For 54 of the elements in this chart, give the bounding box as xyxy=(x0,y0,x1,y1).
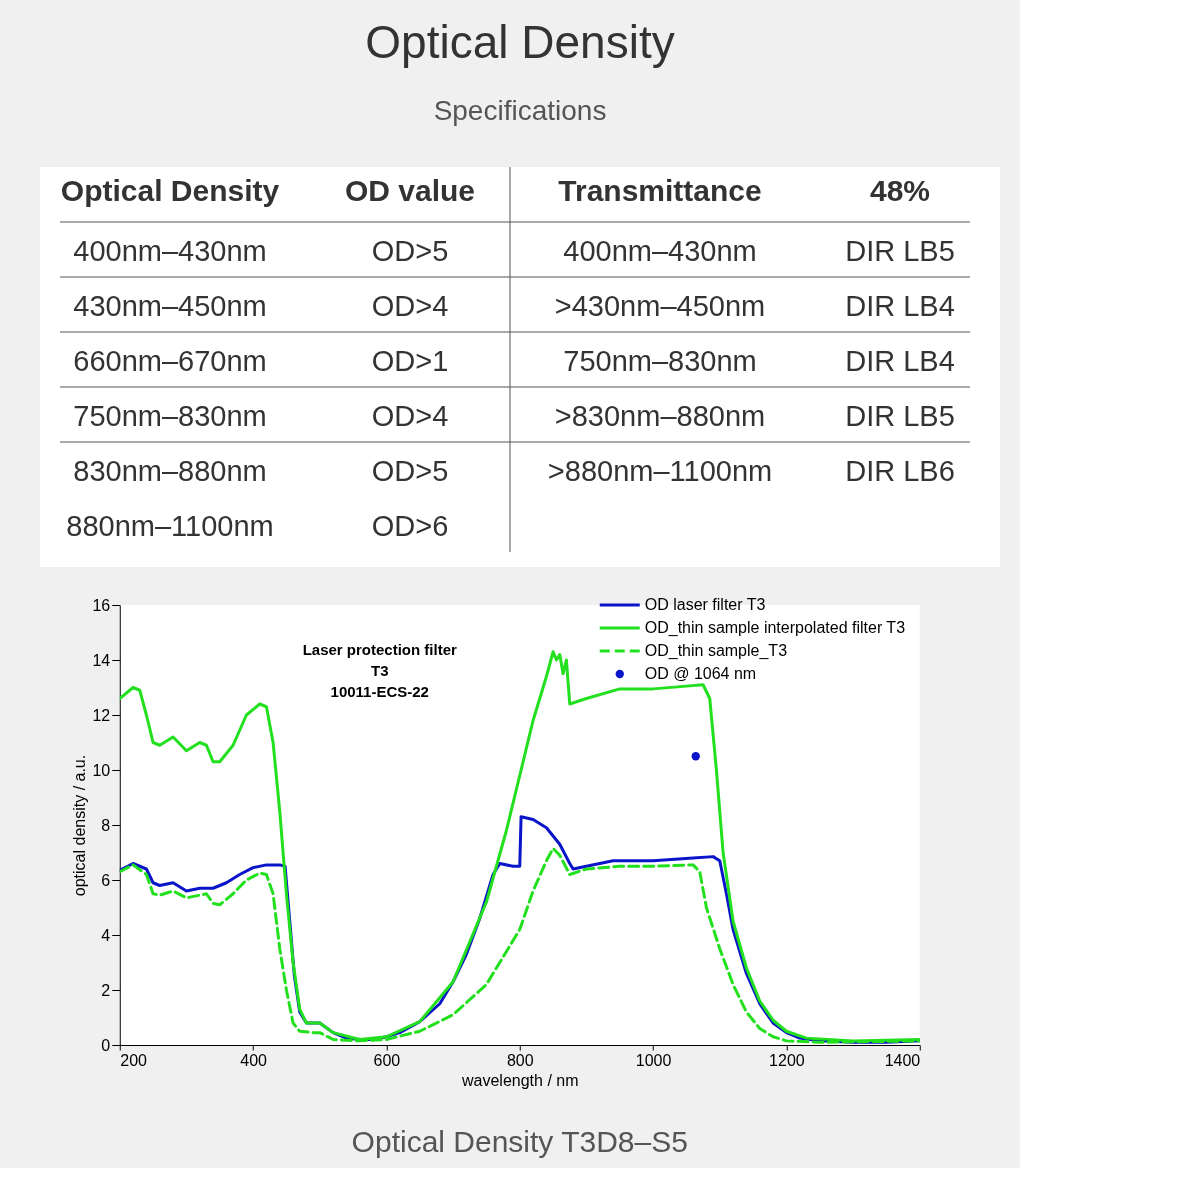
annotation: T3 xyxy=(370,662,389,679)
y-tick-label: 6 xyxy=(101,871,111,889)
legend-label: OD @ 1064 nm xyxy=(644,665,757,682)
text: OD>4 xyxy=(371,290,449,322)
text: OD>4 xyxy=(371,400,449,432)
text: DIR LB6 xyxy=(845,455,955,487)
text: 400nm–430nm xyxy=(563,235,757,267)
text: 830nm–880nm xyxy=(73,455,267,487)
text: Optical Density T3D8–S5 xyxy=(351,1125,688,1158)
y-axis-title: optical density / a.u. xyxy=(71,754,89,897)
text: OD>5 xyxy=(371,455,449,487)
text: Specifications xyxy=(433,94,607,126)
text: 660nm–670nm xyxy=(73,345,267,377)
y-tick-label: 0 xyxy=(101,1036,111,1054)
y-tick-label: 10 xyxy=(92,761,111,779)
legend-label: OD laser filter T3 xyxy=(644,596,766,613)
text: 430nm–450nm xyxy=(73,290,267,322)
annotation: 10011-ECS-22 xyxy=(330,683,429,700)
text: 750nm–830nm xyxy=(563,345,757,377)
legend-label: OD_thin sample interpolated filter T3 xyxy=(644,619,906,637)
y-tick-label: 2 xyxy=(101,981,111,999)
x-tick-label: 1400 xyxy=(884,1051,921,1069)
category-label: Optical Density xyxy=(60,174,280,207)
y-tick-label: 16 xyxy=(92,596,111,614)
category-label: 48% xyxy=(869,174,931,207)
x-tick-label: 800 xyxy=(506,1051,534,1069)
y-tick-label: 8 xyxy=(101,816,111,834)
x-tick-label: 400 xyxy=(240,1051,268,1069)
text: >430nm–450nm xyxy=(554,290,766,322)
text: DIR LB5 xyxy=(845,400,955,432)
text: 880nm–1100nm xyxy=(66,510,274,542)
category-label: Transmittance xyxy=(558,174,762,207)
text: 400nm–430nm xyxy=(73,235,267,267)
text: 750nm–830nm xyxy=(73,400,267,432)
text: >830nm–880nm xyxy=(554,400,766,432)
legend-label: OD_thin sample_T3 xyxy=(644,642,788,660)
y-tick-label: 12 xyxy=(92,706,111,724)
text: OD>1 xyxy=(371,345,449,377)
annotation: Laser protection filter xyxy=(302,641,458,658)
text: DIR LB4 xyxy=(845,290,955,322)
x-tick-label: 600 xyxy=(373,1051,401,1069)
x-tick-label: 1200 xyxy=(769,1051,805,1069)
x-axis-title: wavelength / nm xyxy=(460,1071,579,1089)
x-tick-label: 200 xyxy=(120,1051,148,1069)
text: DIR LB5 xyxy=(845,235,955,267)
category-label: OD value xyxy=(344,174,476,207)
text: OD>5 xyxy=(371,235,449,267)
y-tick-label: 4 xyxy=(101,926,111,944)
text: Optical Density xyxy=(365,15,675,68)
text: DIR LB4 xyxy=(845,345,955,377)
text: OD>6 xyxy=(371,510,449,542)
text: >880nm–1100nm xyxy=(547,455,773,487)
y-tick-label: 14 xyxy=(92,651,111,669)
x-tick-label: 1000 xyxy=(635,1051,672,1069)
